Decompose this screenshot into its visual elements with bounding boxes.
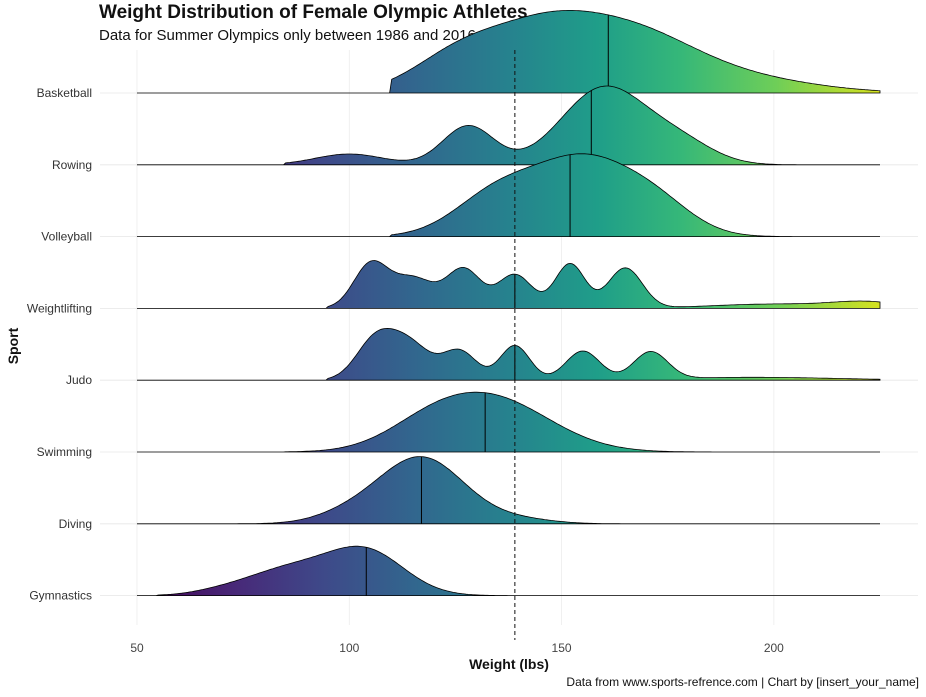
ridge-weightlifting	[137, 260, 881, 309]
x-tick-label: 200	[764, 641, 784, 655]
x-tick-label: 150	[552, 641, 572, 655]
ridge-volleyball	[137, 153, 880, 237]
ridge-rowing	[137, 85, 880, 166]
y-tick-label: Volleyball	[41, 230, 92, 244]
y-tick-label: Diving	[59, 517, 92, 531]
ridge-gymnastics	[137, 545, 880, 596]
y-tick-label: Swimming	[37, 445, 92, 459]
y-axis-title: Sport	[5, 327, 21, 364]
ridge-diving	[137, 456, 880, 525]
chart-title: Weight Distribution of Female Olympic At…	[99, 2, 528, 23]
chart-subtitle: Data for Summer Olympics only between 19…	[99, 27, 476, 44]
y-axis-labels: Basketball Rowing Volleyball Weightlifting J…	[27, 86, 92, 603]
x-tick-label: 100	[339, 641, 359, 655]
x-axis-ticks: 50 100 150 200	[130, 641, 784, 655]
x-tick-label: 50	[130, 641, 144, 655]
y-tick-label: Weightlifting	[27, 301, 92, 315]
caption: Data from www.sports-refrence.com | Char…	[566, 675, 919, 689]
y-tick-label: Rowing	[52, 158, 92, 172]
x-axis-title: Weight (lbs)	[469, 656, 549, 672]
ridge-judo	[137, 327, 881, 381]
ridges	[137, 10, 881, 596]
y-tick-label: Judo	[66, 373, 92, 387]
ridge-basketball	[137, 10, 881, 94]
y-tick-label: Gymnastics	[29, 589, 92, 603]
gridlines	[100, 50, 918, 625]
ridge-swimming	[137, 391, 880, 453]
y-tick-label: Basketball	[37, 86, 92, 100]
